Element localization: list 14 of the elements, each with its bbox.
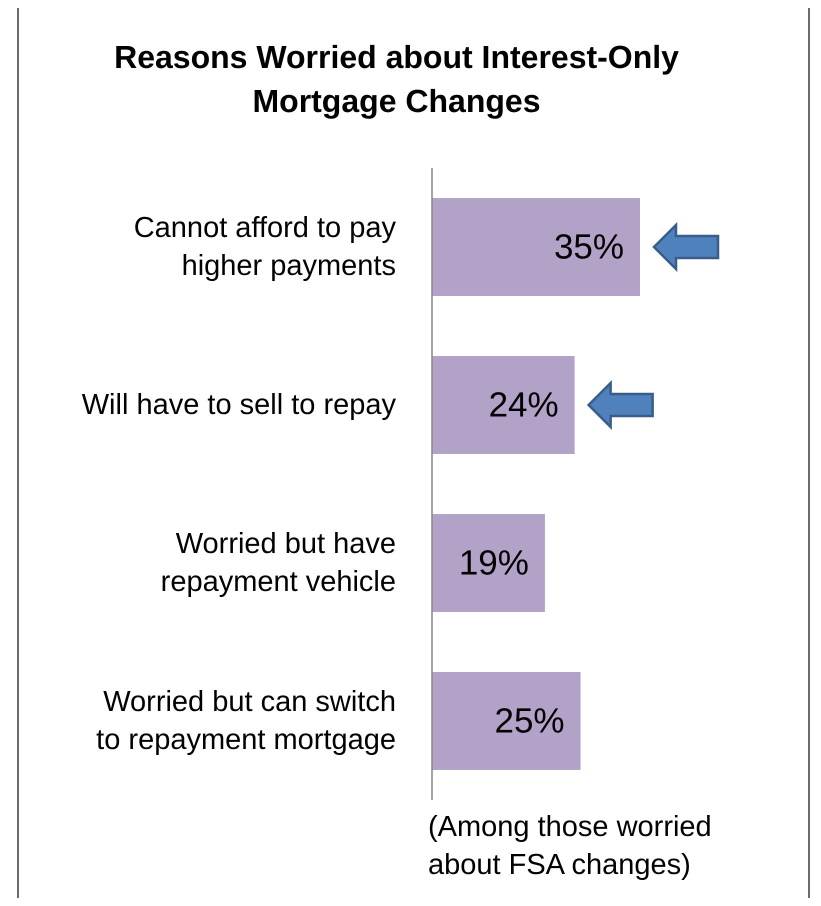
data-label: 25% [494,702,565,740]
data-label: 24% [488,386,559,424]
data-label: 35% [554,228,624,266]
text: (Among those worried about FSA changes) [428,811,712,881]
y-tick-label: Worried but have repayment vehicle [160,528,396,598]
bar [432,514,545,612]
bar [432,198,640,296]
bar [432,672,581,770]
bar [432,356,575,454]
y-tick-label: Will have to sell to repay [82,389,396,421]
chart-title: Reasons Worried about Interest-Only Mortgage Changes [114,39,680,119]
data-label: 19% [458,544,529,582]
y-tick-label: Worried but can switch to repayment mortgage [96,686,396,756]
y-tick-label: Cannot afford to pay higher payments [134,212,396,282]
